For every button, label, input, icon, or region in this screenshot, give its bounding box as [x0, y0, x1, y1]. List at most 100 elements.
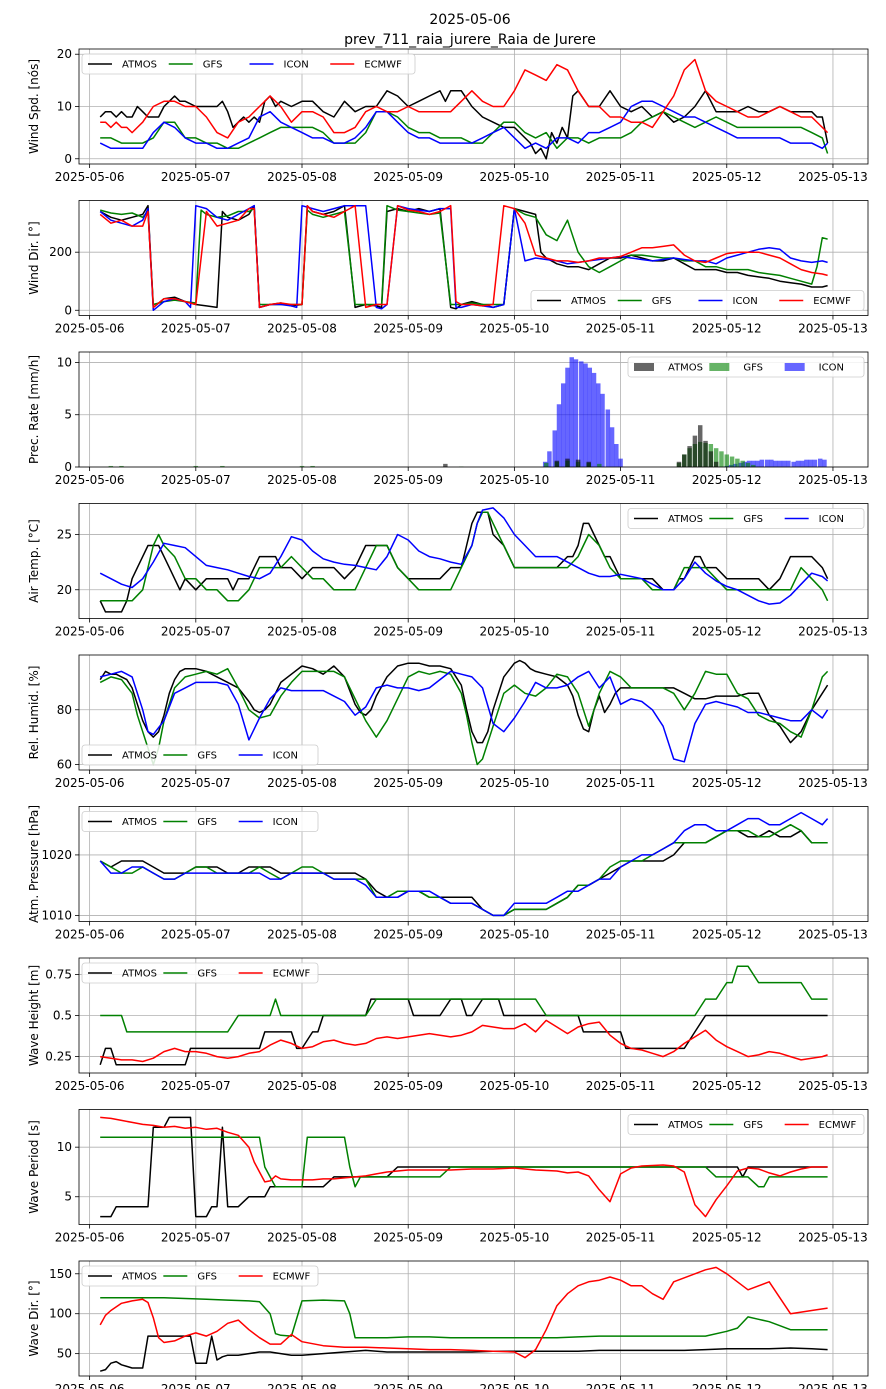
legend-box: [81, 962, 319, 984]
legend-label-gfs: GFS: [743, 1120, 763, 1131]
bar-icon: [812, 459, 818, 467]
legend: ATMOS GFS ECMWF: [627, 1114, 865, 1135]
x-tick-label: 2025-05-10: [480, 322, 550, 336]
x-tick-label: 2025-05-10: [480, 473, 550, 487]
plot-area: [108, 357, 827, 467]
legend-box: [81, 53, 416, 75]
x-tick-label: 2025-05-11: [586, 928, 656, 942]
x-tick-label: 2025-05-13: [798, 322, 868, 336]
bar-icon: [808, 459, 813, 467]
y-tick-label: 10: [57, 355, 72, 369]
figure-title-station: prev_711_raia_jurere_Raia de Jurere: [344, 32, 596, 48]
legend-label-ecmwf: ECMWF: [364, 60, 402, 71]
legend-box: [627, 356, 865, 378]
legend-label-atmos: ATMOS: [571, 296, 606, 307]
x-tick-label: 2025-05-10: [480, 170, 550, 184]
bar-icon: [596, 383, 601, 467]
series-line-ecmwf: [100, 58, 829, 139]
bar-atmos: [682, 454, 687, 467]
y-tick-label: 0.75: [45, 967, 72, 981]
plot-area: [99, 507, 829, 613]
x-tick-label: 2025-05-07: [161, 473, 231, 487]
plot-area: [99, 204, 828, 312]
legend: ATMOS GFS ECMWF: [81, 1265, 319, 1287]
y-tick-label: 0: [64, 460, 72, 474]
legend-swatch-atmos: [634, 363, 654, 371]
series-line-atmos: [99, 90, 829, 160]
x-tick-label: 2025-05-06: [55, 928, 125, 942]
legend-label-icon: ICON: [819, 514, 844, 525]
x-tick-label: 2025-05-13: [798, 170, 868, 184]
bar-icon: [579, 361, 584, 467]
legend-label-atmos: ATMOS: [122, 1272, 157, 1283]
x-tick-label: 2025-05-09: [373, 1231, 443, 1245]
x-tick-label: 2025-05-11: [586, 625, 656, 639]
y-tick-label: 0: [64, 303, 72, 317]
x-tick-label: 2025-05-12: [692, 625, 762, 639]
bar-icon: [817, 458, 823, 467]
x-tick-label: 2025-05-11: [586, 322, 656, 336]
bar-icon: [556, 404, 562, 467]
bar-gfs: [544, 462, 549, 467]
x-tick-label: 2025-05-09: [373, 473, 443, 487]
legend-box: [81, 1265, 319, 1287]
x-tick-label: 2025-05-12: [692, 1231, 762, 1245]
bar-icon: [759, 459, 765, 467]
y-axis-label: Wave Height [m]: [27, 965, 41, 1066]
panel-wind-direction: 2025-05-06 2025-05-07 2025-05-08 2025-05-09…: [27, 200, 869, 336]
x-tick-label: 2025-05-10: [480, 928, 550, 942]
series-line-atmos: [99, 659, 829, 744]
bar-gfs: [119, 465, 124, 467]
x-tick-label: 2025-05-09: [373, 776, 443, 790]
axes-frame: [78, 503, 869, 619]
legend-box: [627, 508, 865, 529]
x-tick-label: 2025-05-09: [373, 625, 443, 639]
bar-icon: [773, 460, 778, 467]
panel-air-temperature: 2025-05-06 2025-05-07 2025-05-08 2025-05-09…: [27, 503, 869, 639]
bar-icon: [561, 383, 566, 467]
bar-icon: [791, 461, 796, 467]
plot-area: [99, 58, 829, 160]
x-tick-label: 2025-05-12: [692, 473, 762, 487]
bar-gfs: [719, 451, 724, 467]
y-tick-label: 25: [57, 527, 72, 541]
y-axis-label: Wind Dir. [°]: [27, 221, 41, 294]
bar-atmos: [443, 463, 448, 467]
bar-atmos: [703, 440, 708, 467]
x-tick-label: 2025-05-06: [55, 1231, 125, 1245]
y-tick-label: 1020: [41, 848, 72, 862]
x-tick-label: 2025-05-11: [586, 1231, 656, 1245]
axes-frame: [78, 654, 869, 771]
x-tick-label: 2025-05-09: [373, 322, 443, 336]
legend: ATMOS GFS ICON: [81, 811, 319, 832]
bar-atmos: [676, 461, 682, 467]
x-tick-label: 2025-05-08: [267, 473, 337, 487]
axes-frame: [78, 351, 869, 468]
series-line-gfs: [100, 965, 828, 1033]
legend-label-atmos: ATMOS: [668, 514, 703, 525]
y-tick-label: 80: [57, 703, 72, 717]
plot-area: [99, 965, 828, 1066]
bar-icon: [614, 444, 619, 467]
x-tick-label: 2025-05-13: [798, 1382, 868, 1389]
panel-atmospheric-pressure: 2025-05-06 2025-05-07 2025-05-08 2025-05-09…: [27, 805, 869, 942]
legend-label-ecmwf: ECMWF: [813, 296, 851, 307]
bar-icon: [755, 460, 760, 467]
series-atmos: [443, 425, 719, 467]
legend-swatch-gfs: [709, 363, 730, 371]
bar-atmos: [697, 425, 703, 467]
bar-icon: [569, 357, 574, 467]
x-tick-label: 2025-05-10: [480, 625, 550, 639]
series-line-gfs: [100, 1136, 828, 1188]
y-tick-label: 50: [57, 1347, 72, 1361]
legend-label-atmos: ATMOS: [668, 1120, 703, 1131]
legend: ATMOS GFS ICON: [627, 356, 865, 378]
x-tick-label: 2025-05-08: [267, 1231, 337, 1245]
bar-atmos: [575, 459, 581, 467]
x-tick-label: 2025-05-06: [55, 625, 125, 639]
legend-label-atmos: ATMOS: [122, 60, 157, 71]
y-axis-label: Wave Dir. [°]: [27, 1280, 41, 1356]
bar-icon: [609, 427, 615, 467]
legend-box: [627, 1114, 865, 1135]
